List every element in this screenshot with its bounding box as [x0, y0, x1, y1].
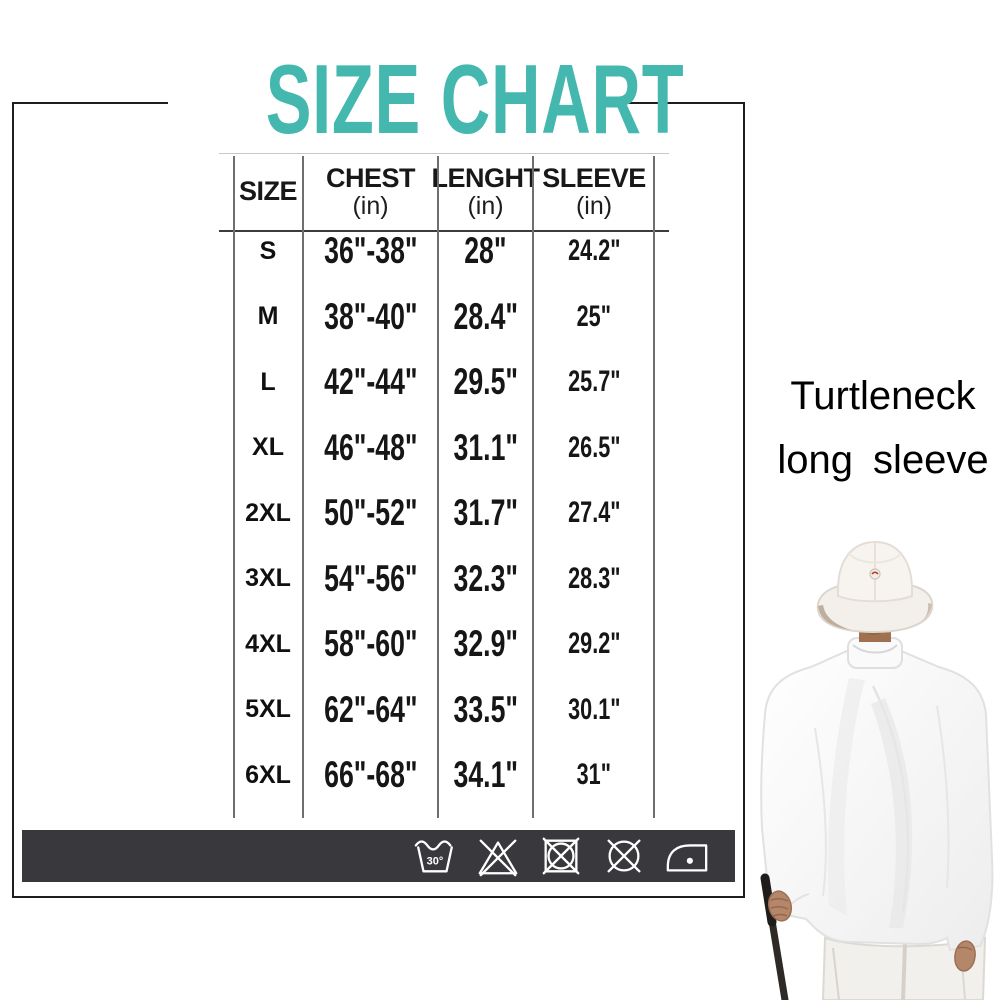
care-instructions-bar: 30°	[22, 830, 735, 882]
product-label-line1: Turtleneck	[790, 374, 976, 418]
outer-frame	[12, 102, 745, 898]
column-header: SLEEVE (in)	[542, 162, 646, 220]
length-cell: 34.1"	[453, 754, 518, 796]
chest-cell: 66"-68"	[323, 754, 418, 796]
column-header: CHEST (in)	[325, 162, 416, 220]
table-vertical-rule	[233, 156, 235, 818]
model-photo	[760, 540, 994, 1000]
size-cell: XL	[252, 433, 284, 462]
chest-cell: 54"-56"	[323, 557, 418, 599]
size-cell: 5XL	[245, 695, 291, 724]
size-cell: S	[259, 236, 277, 265]
size-cell: 4XL	[245, 629, 291, 658]
column-header: SIZE	[238, 176, 298, 206]
length-cell: 32.3"	[453, 557, 518, 599]
do-not-tumble-dry-icon	[542, 837, 580, 875]
sleeve-cell: 27.4"	[567, 496, 621, 530]
page-title: SIZE CHART	[168, 50, 684, 148]
size-cell: 6XL	[245, 760, 291, 789]
wash-temp-label: 30°	[427, 856, 444, 868]
size-table-grid: SIZE CHEST (in) LENGHT (in) SLEEVE (in) …	[233, 153, 655, 808]
length-cell: 31.7"	[453, 492, 518, 534]
product-label: Turtleneck long sleeve	[772, 364, 994, 492]
do-not-dry-clean-icon	[607, 839, 641, 873]
sleeve-cell: 31"	[576, 758, 612, 792]
table-header-rule	[219, 230, 669, 232]
chest-cell: 58"-60"	[323, 623, 418, 665]
size-cell: 3XL	[245, 564, 291, 593]
chest-cell: 36"-38"	[323, 230, 418, 272]
table-vertical-rule	[653, 156, 655, 818]
model-shirt	[760, 649, 994, 952]
chest-cell: 38"-40"	[323, 295, 418, 337]
table-top-rule	[219, 153, 669, 154]
table-vertical-rule	[437, 156, 439, 818]
iron-one-dot-icon	[666, 844, 708, 872]
length-cell: 28"	[464, 230, 507, 272]
length-cell: 31.1"	[453, 426, 518, 468]
chest-cell: 50"-52"	[323, 492, 418, 534]
machine-wash-30-icon: 30°	[414, 840, 453, 873]
length-cell: 33.5"	[453, 688, 518, 730]
model-hands	[767, 890, 976, 972]
size-cell: M	[257, 302, 279, 331]
model-bucket-hat	[816, 540, 934, 634]
chest-cell: 46"-48"	[323, 426, 418, 468]
chest-cell: 42"-44"	[323, 361, 418, 403]
sleeve-cell: 24.2"	[567, 234, 621, 268]
table-vertical-rule	[302, 156, 304, 818]
sleeve-cell: 25"	[576, 299, 612, 333]
sleeve-cell: 25.7"	[567, 365, 621, 399]
length-cell: 32.9"	[453, 623, 518, 665]
sleeve-cell: 28.3"	[567, 561, 621, 595]
length-cell: 28.4"	[453, 295, 518, 337]
do-not-bleach-icon	[478, 839, 518, 877]
size-cell: L	[260, 367, 276, 396]
sleeve-cell: 26.5"	[567, 430, 621, 464]
size-table: SIZE CHEST (in) LENGHT (in) SLEEVE (in) …	[219, 153, 669, 820]
sleeve-cell: 30.1"	[567, 692, 621, 726]
sleeve-cell: 29.2"	[567, 627, 621, 661]
hat-logo	[869, 568, 881, 580]
size-cell: 2XL	[245, 498, 291, 527]
product-label-line2: long sleeve	[777, 438, 989, 482]
chest-cell: 62"-64"	[323, 688, 418, 730]
column-header: LENGHT (in)	[431, 162, 541, 220]
table-vertical-rule	[532, 156, 534, 818]
length-cell: 29.5"	[453, 361, 518, 403]
page-title-text: SIZE CHART	[265, 44, 685, 154]
